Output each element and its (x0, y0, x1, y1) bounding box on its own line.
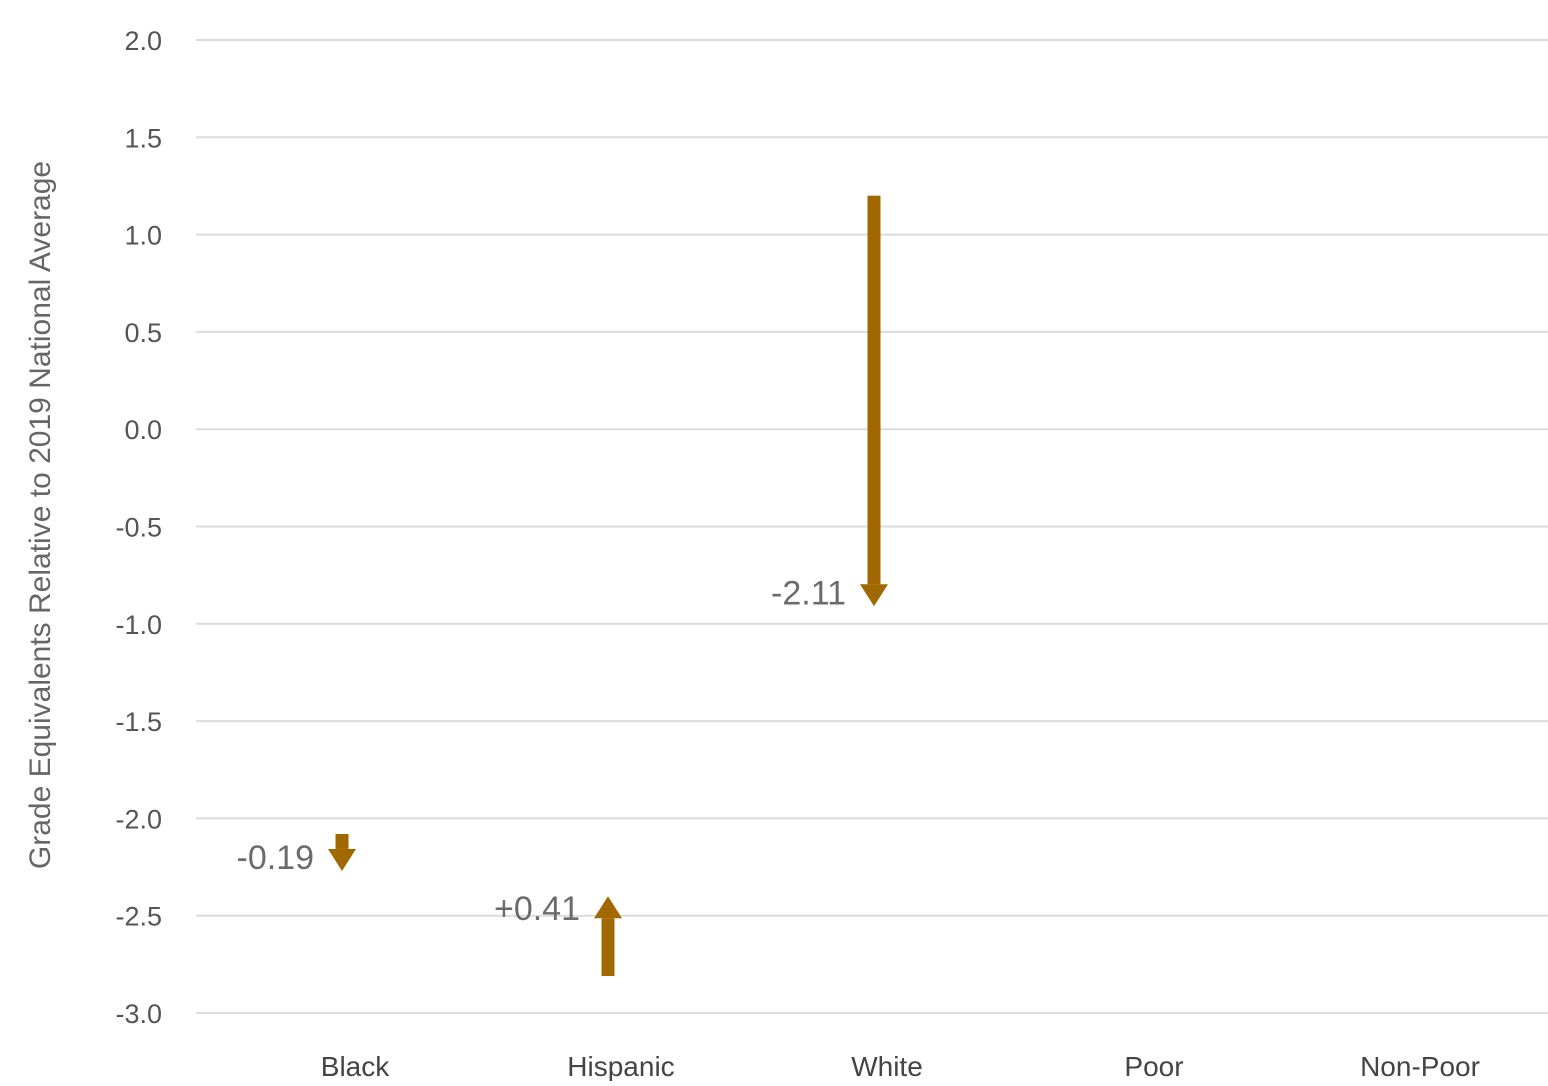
y-tick-label: -0.5 (115, 513, 162, 543)
arrow-layer (328, 195, 888, 977)
y-tick-label: 0.0 (124, 415, 162, 445)
y-tick-label: -2.0 (115, 804, 162, 834)
y-tick-label: -3.0 (115, 999, 162, 1029)
y-axis-ticks: 2.0 1.5 1.0 0.5 0.0 -0.5 -1.0 -1.5 -2.0 -2.5 -3.0 (115, 26, 162, 1029)
y-tick-label: -1.5 (115, 707, 162, 737)
change-label: -0.19 (237, 839, 315, 877)
arrow-shaft (335, 833, 349, 849)
y-tick-label: 1.0 (124, 221, 162, 251)
y-tick-label: 1.5 (124, 123, 162, 153)
arrow-shaft (601, 918, 615, 977)
arrow-black (328, 833, 356, 871)
x-category-label: Poor (1124, 1051, 1183, 1081)
x-axis-categories: Black Hispanic White Poor Non-Poor (321, 1051, 1480, 1082)
arrow-shaft (867, 195, 881, 585)
x-category-label: Non-Poor (1360, 1051, 1480, 1081)
arrow-head (860, 584, 888, 607)
y-tick-label: -1.0 (115, 610, 162, 640)
y-tick-label: 2.0 (124, 26, 162, 56)
arrow-head (328, 848, 356, 871)
arrow-head (594, 896, 622, 919)
change-label: -2.11 (771, 574, 846, 612)
y-tick-label: -2.5 (115, 902, 162, 932)
change-label: +0.41 (494, 890, 580, 928)
x-category-label: Black (321, 1051, 390, 1081)
x-category-label: White (851, 1051, 923, 1081)
x-category-label: Hispanic (567, 1051, 674, 1081)
arrow-hispanic (594, 896, 622, 977)
arrow-white (860, 195, 888, 607)
y-tick-label: 0.5 (124, 318, 162, 348)
y-axis-title: Grade Equivalents Relative to 2019 Natio… (24, 161, 57, 869)
data-label-layer: -0.19 +0.41 -2.11 (237, 574, 847, 928)
